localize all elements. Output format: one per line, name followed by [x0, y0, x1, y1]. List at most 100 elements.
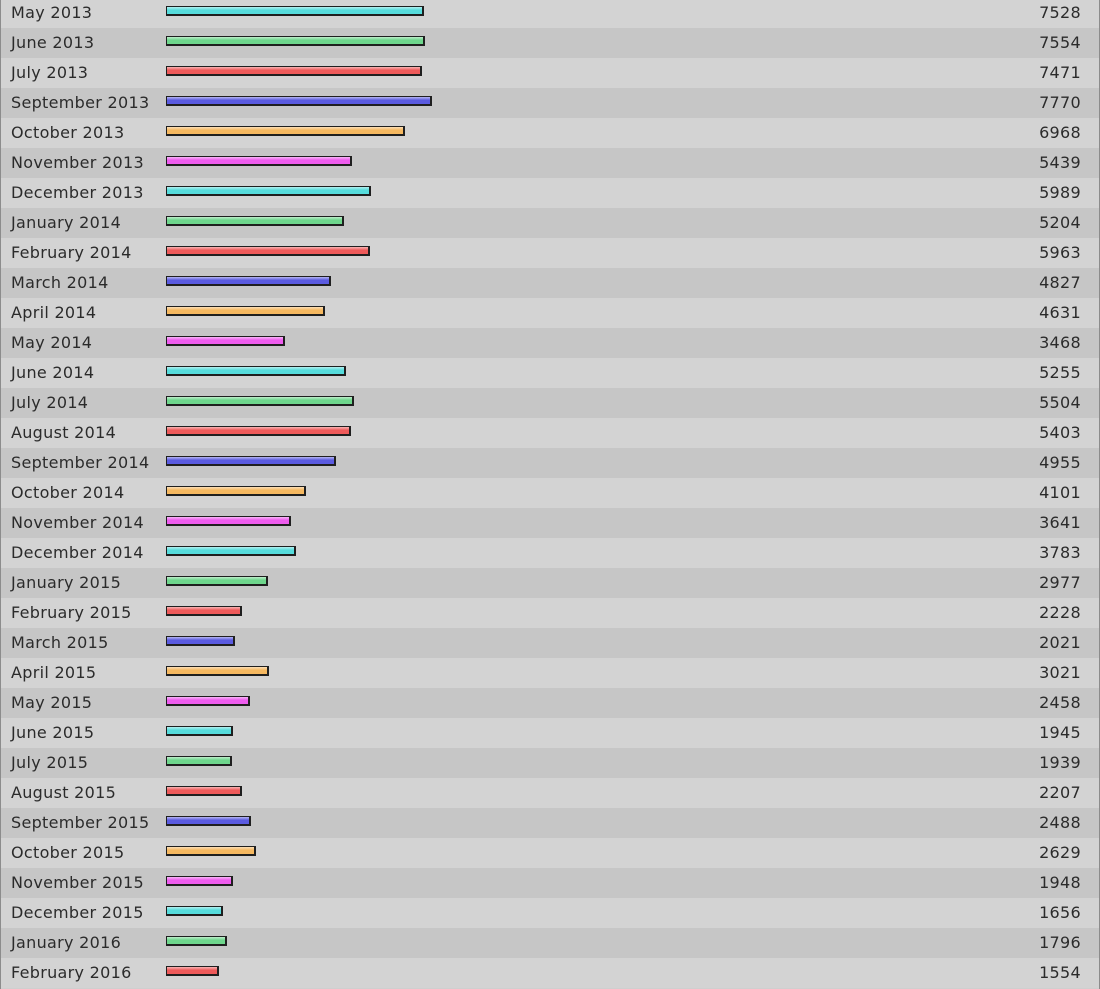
category-label: November 2014 — [11, 513, 144, 532]
value-label: 2629 — [1039, 843, 1081, 862]
category-label: August 2014 — [11, 423, 117, 442]
bar — [166, 6, 424, 16]
bar — [166, 966, 219, 976]
category-label: October 2014 — [11, 483, 125, 502]
value-label: 3468 — [1039, 333, 1081, 352]
category-label: January 2015 — [11, 573, 122, 592]
category-label: March 2014 — [11, 273, 109, 292]
value-label: 1796 — [1039, 933, 1081, 952]
category-label: April 2014 — [11, 303, 97, 322]
value-label: 5439 — [1039, 153, 1081, 172]
bar — [166, 156, 352, 166]
category-label: November 2013 — [11, 153, 144, 172]
chart-row: March 2015 2021 — [1, 628, 1099, 658]
value-label: 3641 — [1039, 513, 1081, 532]
chart-row: October 2015 2629 — [1, 838, 1099, 868]
category-label: August 2015 — [11, 783, 117, 802]
bar — [166, 216, 344, 226]
value-label: 1939 — [1039, 753, 1081, 772]
chart-row: April 2014 4631 — [1, 298, 1099, 328]
bar — [166, 876, 233, 886]
bar — [166, 486, 306, 496]
category-label: December 2013 — [11, 183, 144, 202]
chart-row: August 2015 2207 — [1, 778, 1099, 808]
bar — [166, 306, 325, 316]
value-label: 2021 — [1039, 633, 1081, 652]
chart-row: August 2014 5403 — [1, 418, 1099, 448]
chart-row: March 2014 4827 — [1, 268, 1099, 298]
chart-row: June 2015 1945 — [1, 718, 1099, 748]
chart-row: November 2014 3641 — [1, 508, 1099, 538]
value-label: 2207 — [1039, 783, 1081, 802]
chart-row: February 2015 2228 — [1, 598, 1099, 628]
chart-row: May 2015 2458 — [1, 688, 1099, 718]
value-label: 6968 — [1039, 123, 1081, 142]
category-label: February 2015 — [11, 603, 132, 622]
category-label: February 2016 — [11, 963, 132, 982]
chart-row: January 2014 5204 — [1, 208, 1099, 238]
bar — [166, 546, 296, 556]
chart-row: May 2013 7528 — [1, 0, 1099, 28]
chart-row: January 2016 1796 — [1, 928, 1099, 958]
category-label: January 2014 — [11, 213, 122, 232]
value-label: 7770 — [1039, 93, 1081, 112]
category-label: June 2015 — [11, 723, 95, 742]
value-label: 4101 — [1039, 483, 1081, 502]
chart-row: December 2015 1656 — [1, 898, 1099, 928]
chart-row: December 2014 3783 — [1, 538, 1099, 568]
chart-row: October 2013 6968 — [1, 118, 1099, 148]
category-label: February 2014 — [11, 243, 132, 262]
bar — [166, 366, 346, 376]
chart-row: April 2015 3021 — [1, 658, 1099, 688]
bar — [166, 336, 285, 346]
value-label: 5504 — [1039, 393, 1081, 412]
value-label: 2977 — [1039, 573, 1081, 592]
bar — [166, 276, 331, 286]
chart-row: June 2013 7554 — [1, 28, 1099, 58]
chart-row: January 2015 2977 — [1, 568, 1099, 598]
value-label: 4827 — [1039, 273, 1081, 292]
bar — [166, 816, 251, 826]
value-label: 5989 — [1039, 183, 1081, 202]
value-label: 2458 — [1039, 693, 1081, 712]
chart-row: November 2015 1948 — [1, 868, 1099, 898]
category-label: July 2014 — [11, 393, 89, 412]
category-label: April 2015 — [11, 663, 97, 682]
category-label: September 2014 — [11, 453, 150, 472]
category-label: November 2015 — [11, 873, 144, 892]
category-label: March 2015 — [11, 633, 109, 652]
value-label: 7471 — [1039, 63, 1081, 82]
bar — [166, 396, 354, 406]
chart-row: November 2013 5439 — [1, 148, 1099, 178]
chart-row: December 2013 5989 — [1, 178, 1099, 208]
value-label: 2228 — [1039, 603, 1081, 622]
category-label: May 2015 — [11, 693, 93, 712]
category-label: January 2016 — [11, 933, 122, 952]
value-label: 7528 — [1039, 3, 1081, 22]
bar — [166, 426, 351, 436]
chart-row: July 2015 1939 — [1, 748, 1099, 778]
chart-row: February 2014 5963 — [1, 238, 1099, 268]
bar — [166, 726, 233, 736]
value-label: 1656 — [1039, 903, 1081, 922]
chart-row: September 2013 7770 — [1, 88, 1099, 118]
category-label: September 2013 — [11, 93, 150, 112]
value-label: 2488 — [1039, 813, 1081, 832]
bar — [166, 906, 223, 916]
value-label: 4955 — [1039, 453, 1081, 472]
category-label: May 2014 — [11, 333, 93, 352]
chart-row: July 2013 7471 — [1, 58, 1099, 88]
chart-row: October 2014 4101 — [1, 478, 1099, 508]
category-label: May 2013 — [11, 3, 93, 22]
bar — [166, 846, 256, 856]
bar — [166, 636, 235, 646]
bar — [166, 756, 232, 766]
category-label: December 2015 — [11, 903, 144, 922]
chart-row: June 2014 5255 — [1, 358, 1099, 388]
category-label: July 2015 — [11, 753, 89, 772]
value-label: 5963 — [1039, 243, 1081, 262]
value-label: 5204 — [1039, 213, 1081, 232]
bar — [166, 456, 336, 466]
value-label: 3021 — [1039, 663, 1081, 682]
bar — [166, 606, 242, 616]
